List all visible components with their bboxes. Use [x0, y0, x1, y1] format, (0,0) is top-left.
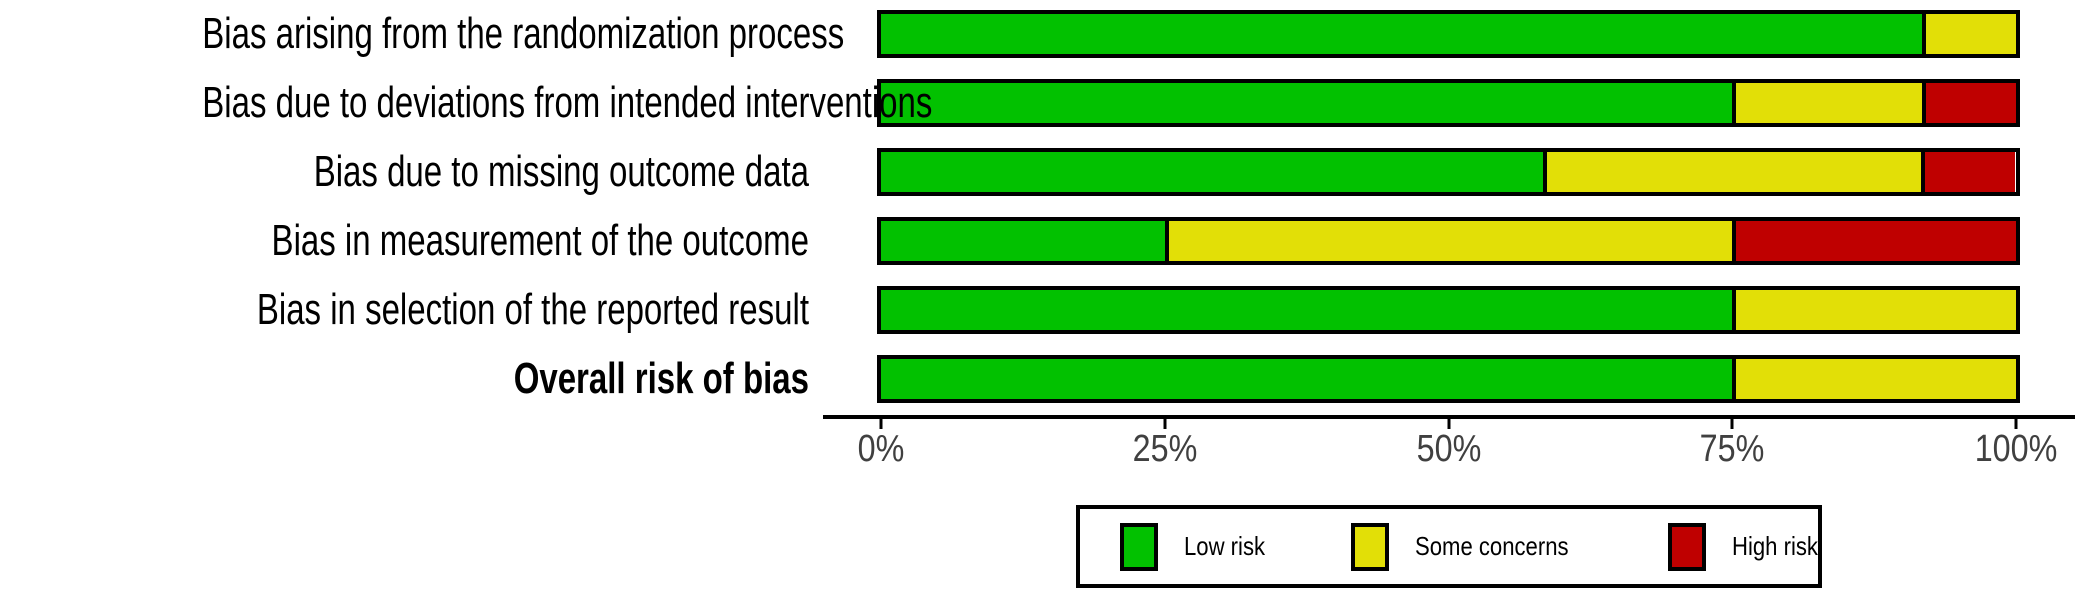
chart-row: Bias in selection of the reported result [0, 286, 2079, 334]
stacked-bar [877, 10, 2020, 58]
x-tick-mark [1163, 419, 1167, 429]
stacked-bar [877, 79, 2020, 127]
category-label: Bias due to deviations from intended int… [202, 78, 933, 127]
segment-some-concerns [1732, 359, 2016, 399]
category-label: Overall risk of bias [513, 354, 809, 403]
legend-label-high-risk: High risk [1732, 531, 1818, 561]
x-axis-line [823, 415, 2075, 419]
legend-label-some-concerns: Some concerns [1415, 531, 1569, 561]
category-label: Bias arising from the randomization proc… [202, 9, 845, 58]
stacked-bar [877, 148, 2020, 196]
segment-high-risk [1920, 152, 2015, 192]
legend: Low risk Some concerns High risk [1076, 505, 1822, 588]
bar-rows: Bias arising from the randomization proc… [0, 10, 2079, 424]
segment-some-concerns [1921, 14, 2016, 54]
legend-label-low-risk: Low risk [1184, 531, 1266, 561]
stacked-bar [877, 217, 2020, 265]
category-label: Bias due to missing outcome data [313, 147, 809, 196]
legend-swatch-high-risk [1668, 522, 1707, 571]
x-axis: 0% 25% 50% 75% 100% [823, 415, 2075, 485]
segment-some-concerns [1164, 221, 1733, 261]
segment-some-concerns [1732, 290, 2016, 330]
segment-high-risk [1732, 221, 2016, 261]
legend-swatch-low-risk [1120, 522, 1158, 571]
segment-some-concerns [1542, 152, 1921, 192]
segment-low-risk [881, 221, 1165, 261]
chart-row: Overall risk of bias [0, 355, 2079, 403]
x-tick-mark [2014, 419, 2018, 429]
segment-high-risk [1921, 83, 2016, 123]
chart-row: Bias in measurement of the outcome [0, 217, 2079, 265]
segment-low-risk [881, 83, 1733, 123]
segment-low-risk [881, 14, 1922, 54]
category-label: Bias in selection of the reported result [256, 285, 809, 334]
stacked-bar [877, 355, 2020, 403]
x-tick-mark [1730, 419, 1734, 429]
segment-low-risk [881, 152, 1543, 192]
x-tick-label: 100% [1974, 428, 2058, 470]
legend-item-low-risk: Low risk [1120, 522, 1279, 571]
chart-row: Bias due to deviations from intended int… [0, 79, 2079, 127]
x-tick-label: 25% [1132, 428, 1198, 470]
legend-item-some-concerns: Some concerns [1351, 522, 1596, 571]
x-tick-label: 75% [1699, 428, 1765, 470]
segment-some-concerns [1732, 83, 1922, 123]
stacked-bar [877, 286, 2020, 334]
legend-swatch-some-concerns [1351, 522, 1390, 571]
x-tick-mark [1447, 419, 1450, 429]
x-tick-label: 50% [1416, 428, 1481, 470]
x-tick-mark [879, 419, 883, 429]
category-label: Bias in measurement of the outcome [271, 216, 809, 265]
legend-item-high-risk: High risk [1668, 522, 1833, 571]
chart-row: Bias arising from the randomization proc… [0, 10, 2079, 58]
x-tick-label: 0% [857, 428, 905, 470]
segment-low-risk [881, 359, 1733, 399]
chart-row: Bias due to missing outcome data [0, 148, 2079, 196]
segment-low-risk [881, 290, 1733, 330]
